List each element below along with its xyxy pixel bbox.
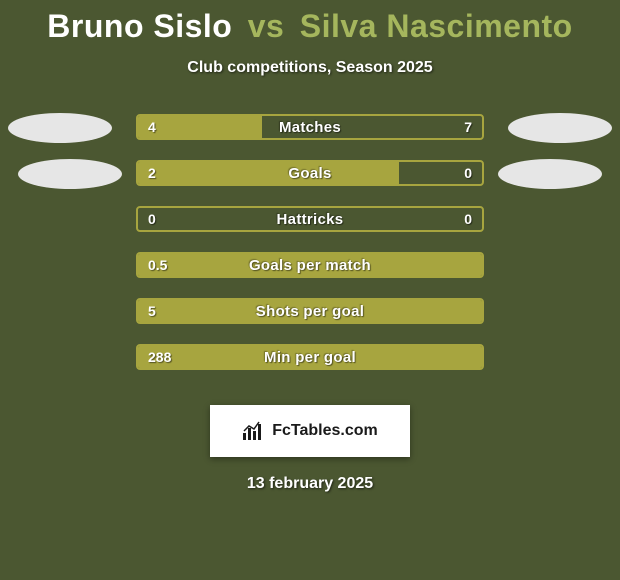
stat-label: Shots per goal	[138, 300, 482, 322]
stat-row: 288 Min per goal	[0, 339, 620, 385]
stat-row: 4 Matches 7	[0, 109, 620, 155]
bar-track: 288 Min per goal	[136, 344, 484, 370]
stat-row: 5 Shots per goal	[0, 293, 620, 339]
bar-track: 5 Shots per goal	[136, 298, 484, 324]
stat-label: Hattricks	[138, 208, 482, 230]
player1-avatar	[8, 113, 112, 143]
source-badge: FcTables.com	[210, 405, 410, 457]
subtitle: Club competitions, Season 2025	[0, 59, 620, 77]
bar-track: 0 Hattricks 0	[136, 206, 484, 232]
stat-row: 0 Hattricks 0	[0, 201, 620, 247]
date-text: 13 february 2025	[0, 475, 620, 493]
chart-bars-icon	[242, 421, 266, 441]
player1-avatar	[18, 159, 122, 189]
stat-right-value: 0	[464, 162, 472, 184]
stat-right-value: 7	[464, 116, 472, 138]
comparison-title: Bruno Sislo vs Silva Nascimento	[0, 0, 620, 45]
badge-text: FcTables.com	[272, 422, 378, 440]
stat-label: Goals	[138, 162, 482, 184]
player2-name: Silva Nascimento	[300, 8, 573, 44]
vs-text: vs	[248, 8, 285, 44]
stat-label: Matches	[138, 116, 482, 138]
stat-right-value: 0	[464, 208, 472, 230]
bar-track: 2 Goals 0	[136, 160, 484, 186]
stat-label: Min per goal	[138, 346, 482, 368]
bar-track: 4 Matches 7	[136, 114, 484, 140]
stat-row: 0.5 Goals per match	[0, 247, 620, 293]
player2-avatar	[508, 113, 612, 143]
stat-label: Goals per match	[138, 254, 482, 276]
player2-avatar	[498, 159, 602, 189]
stats-chart: 4 Matches 7 2 Goals 0 0 Hattricks 0 0.5 …	[0, 109, 620, 385]
bar-track: 0.5 Goals per match	[136, 252, 484, 278]
stat-row: 2 Goals 0	[0, 155, 620, 201]
player1-name: Bruno Sislo	[47, 8, 232, 44]
